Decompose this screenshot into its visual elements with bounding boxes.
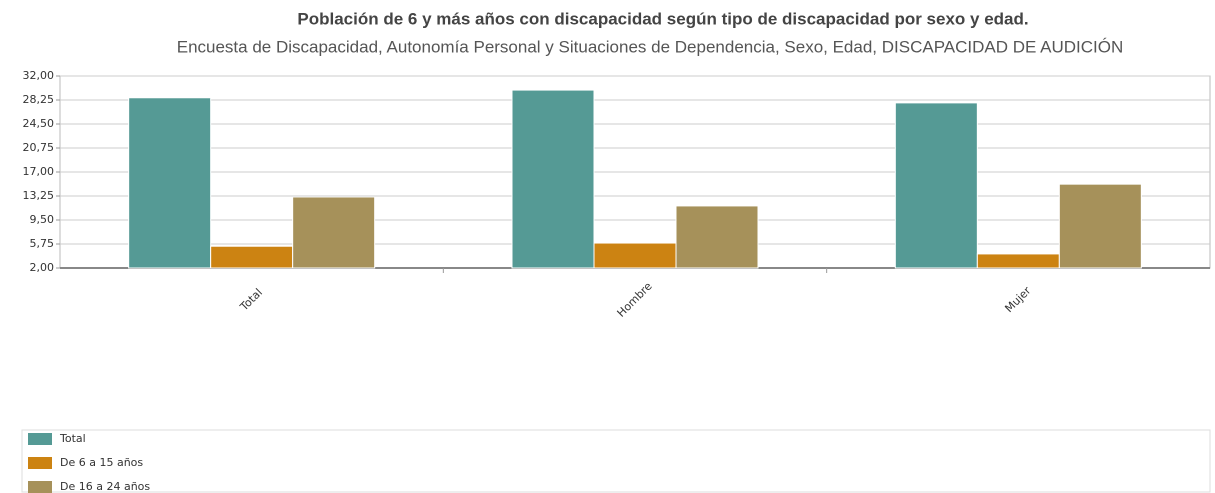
y-tick-label: 17,00 (23, 165, 55, 178)
bar (210, 245, 294, 269)
y-tick-label: 32,00 (23, 69, 55, 82)
legend-label: De 16 a 24 años (60, 480, 150, 493)
y-tick-label: 13,25 (23, 189, 55, 202)
legend-swatch (28, 433, 52, 445)
legend-box (21, 429, 1211, 493)
x-tick-label: Total (237, 286, 265, 314)
bar (593, 242, 677, 269)
y-tick-label: 20,75 (23, 141, 55, 154)
y-tick-label: 5,75 (30, 237, 55, 250)
bar (511, 89, 595, 269)
legend-label: Total (59, 432, 86, 445)
bar (894, 102, 978, 269)
x-tick-label: Mujer (1002, 284, 1033, 315)
legend-swatch (28, 457, 52, 469)
bar (675, 205, 759, 269)
chart-subtitle: Encuesta de Discapacidad, Autonomía Pers… (177, 37, 1124, 56)
bar (976, 253, 1060, 269)
y-tick-label: 28,25 (23, 93, 55, 106)
x-tick-label: Hombre (615, 279, 655, 319)
y-tick-label: 9,50 (30, 213, 55, 226)
bar (128, 97, 212, 269)
legend-label: De 6 a 15 años (60, 456, 143, 469)
chart-title: Población de 6 y más años con discapacid… (297, 9, 1028, 28)
y-tick-label: 2,00 (30, 261, 55, 274)
bar (1058, 183, 1142, 269)
y-tick-label: 24,50 (23, 117, 55, 130)
bar (292, 196, 376, 269)
legend-swatch (28, 481, 52, 493)
